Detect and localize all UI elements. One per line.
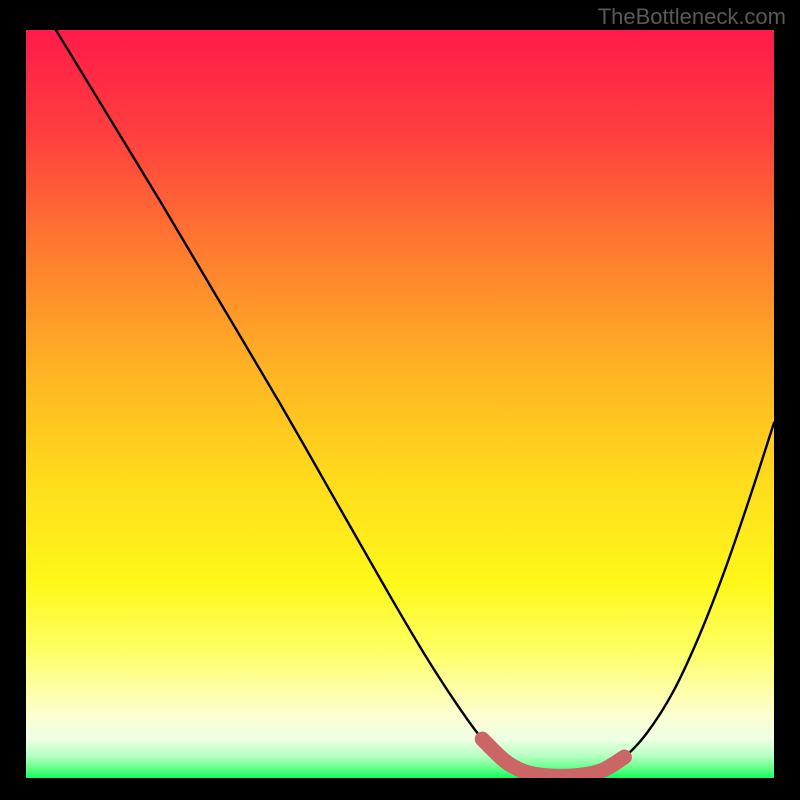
bottleneck-curve [56,30,774,776]
chart-root: TheBottleneck.com [0,0,800,800]
highlight-segment [482,739,624,776]
curves-layer [0,0,800,800]
watermark-text: TheBottleneck.com [598,4,786,30]
